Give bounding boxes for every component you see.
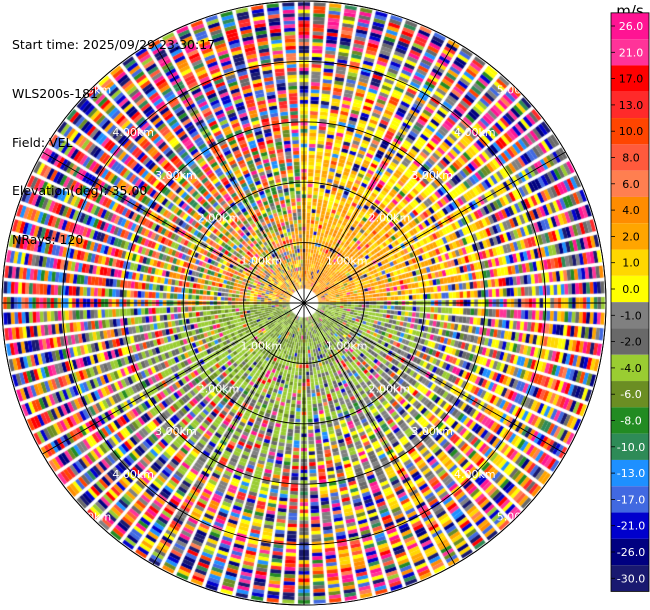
colorbar-tick-label: -30.0 [617, 572, 645, 585]
range-ring-label: 2.00km [198, 382, 240, 395]
colorbar-tick-label: -4.0 [620, 362, 641, 375]
range-ring-label: 4.00km [112, 126, 154, 139]
colorbar-swatch [611, 433, 649, 460]
colorbar-tick-label: 2.0 [622, 230, 640, 243]
colorbar-swatch [611, 12, 649, 40]
colorbar-tick-label: 10.0 [619, 125, 644, 138]
elevation-label: Elevation(deg): 35.00 [12, 183, 148, 199]
colorbar-swatch [611, 302, 649, 329]
range-ring-label: 3.00km [155, 169, 197, 182]
colorbar-tick-label: 8.0 [622, 152, 640, 165]
range-ring-label: 1.00km [326, 340, 368, 353]
range-ring-label: 3.00km [411, 169, 453, 182]
colorbar-frame [610, 12, 650, 592]
colorbar-tick-label: 6.0 [622, 178, 640, 191]
range-ring-label: 4.00km [454, 126, 496, 139]
colorbar-tick-label: -26.0 [617, 546, 645, 559]
colorbar-tick-label: -8.0 [620, 415, 641, 428]
range-ring-label: 1.00km [241, 340, 283, 353]
colorbar-tick-label: 13.0 [619, 99, 644, 112]
colorbar-tick-label: -2.0 [620, 336, 641, 349]
colorbar-swatch [611, 512, 649, 539]
outer-ring [1, 0, 607, 606]
colorbar-tick-label: 17.0 [619, 73, 644, 86]
range-ring-label: 3.00km [411, 425, 453, 438]
colorbar-swatch [611, 144, 649, 171]
nrays-label: NRays: 120 [12, 231, 84, 247]
colorbar-swatch [611, 39, 649, 66]
colorbar-swatch [611, 118, 649, 145]
colorbar-tick-label: 0.0 [622, 283, 640, 296]
colorbar-tick-label: 21.0 [619, 46, 644, 59]
colorbar-swatch [611, 223, 649, 250]
range-ring-label: 1.00km [326, 254, 368, 267]
range-ring-label: 4.00km [454, 468, 496, 481]
colorbar-tick-label: 4.0 [622, 204, 640, 217]
colorbar-swatch [611, 565, 649, 592]
colorbar-swatch [611, 381, 649, 408]
colorbar-swatch [611, 538, 649, 566]
azimuth-spoke [42, 151, 566, 455]
colorbar-tick-label: -1.0 [620, 309, 641, 322]
colorbar-swatch [611, 328, 649, 355]
range-ring-label: 2.00km [369, 212, 411, 225]
colorbar-tick-label: -17.0 [617, 493, 645, 506]
start-time-label: Start time: 2025/09/29 23:30:17 [12, 37, 216, 53]
colorbar-swatch [611, 170, 649, 197]
colorbar-tick-label: 26.0 [619, 20, 644, 33]
range-ring-label: 3.00km [155, 425, 197, 438]
range-ring-label: 1.00km [241, 254, 283, 267]
colorbar-swatch [611, 65, 649, 92]
colorbar-swatch [611, 196, 649, 224]
range-ring-label: 2.00km [198, 212, 240, 225]
colorbar-swatch [611, 486, 649, 513]
colorbar-swatch [611, 275, 649, 303]
colorbar-tick-label: -10.0 [617, 441, 645, 454]
colorbar-tick-label: -6.0 [620, 388, 641, 401]
colorbar-tick-label: 1.0 [622, 257, 640, 270]
colorbar-swatch [611, 91, 649, 119]
range-ring-label: 2.00km [369, 382, 411, 395]
colorbar-swatch [611, 459, 649, 487]
colorbar-swatch [611, 354, 649, 382]
instrument-label: WLS200s-181 [12, 86, 98, 101]
colorbar-swatch [611, 249, 649, 276]
colorbar-swatch [611, 407, 649, 434]
range-ring-label: 4.00km [112, 468, 154, 481]
field-label: Field: VEL [12, 134, 73, 150]
colorbar-tick-label: -21.0 [617, 520, 645, 533]
colorbar-tick-label: -13.0 [617, 467, 645, 480]
scan-info: Start time: 2025/09/29 23:30:17 WLS200s-… [12, 5, 215, 264]
